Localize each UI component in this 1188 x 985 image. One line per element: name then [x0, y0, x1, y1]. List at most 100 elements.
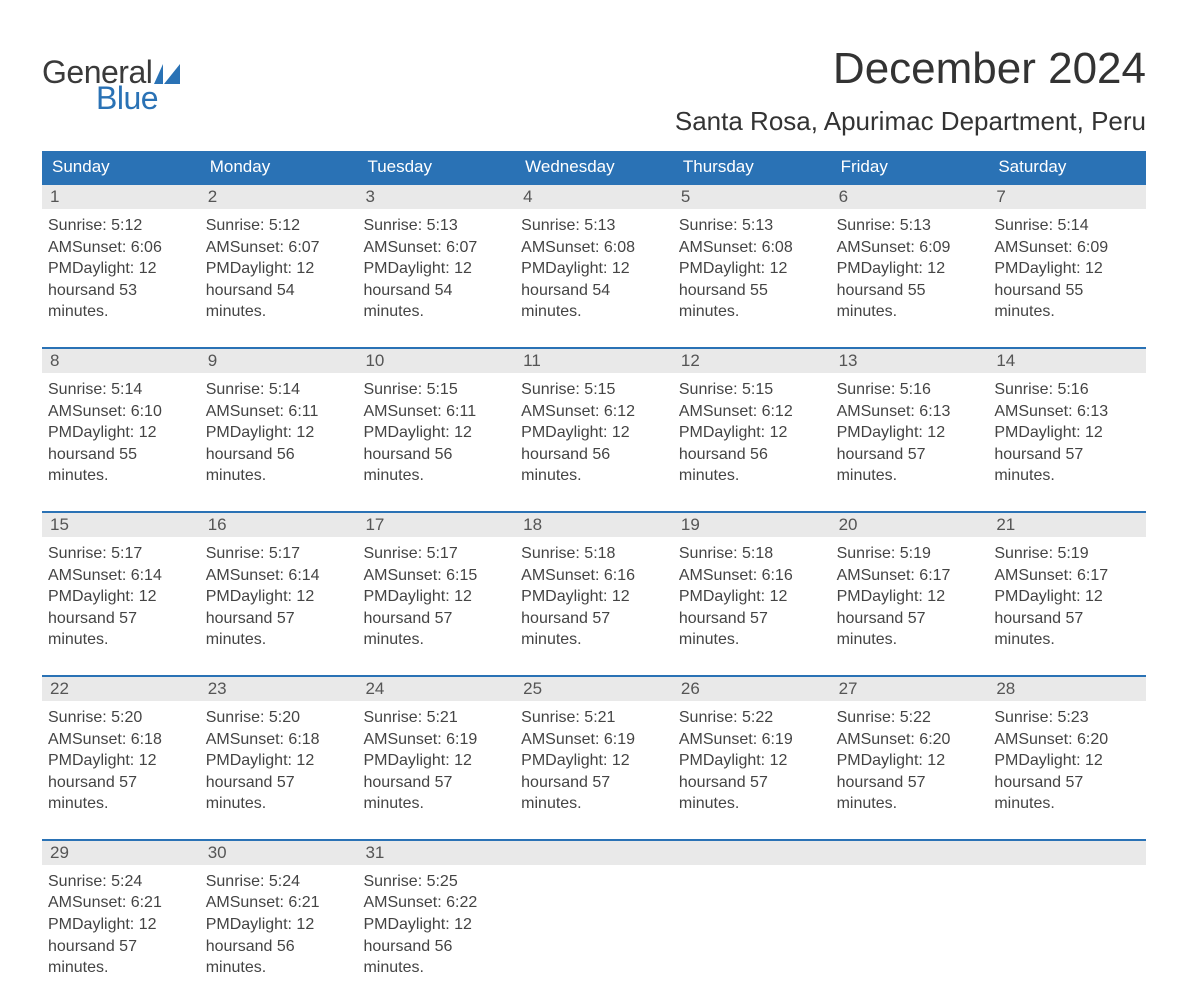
day-cell: Sunrise: 5:20 AMSunset: 6:18 PMDaylight:… — [42, 701, 200, 821]
day-cell: Sunrise: 5:24 AMSunset: 6:21 PMDaylight:… — [200, 865, 358, 985]
day-number: 19 — [673, 513, 831, 537]
weekday-header: Saturday — [988, 151, 1146, 183]
day-number: 31 — [357, 841, 515, 865]
day-cell: Sunrise: 5:15 AMSunset: 6:12 PMDaylight:… — [515, 373, 673, 493]
day-cell: Sunrise: 5:22 AMSunset: 6:19 PMDaylight:… — [673, 701, 831, 821]
calendar-week: 891011121314Sunrise: 5:14 AMSunset: 6:10… — [42, 347, 1146, 493]
day-number: 14 — [988, 349, 1146, 373]
day-number: 24 — [357, 677, 515, 701]
calendar-week: 22232425262728Sunrise: 5:20 AMSunset: 6:… — [42, 675, 1146, 821]
title-block: December 2024 Santa Rosa, Apurimac Depar… — [675, 30, 1146, 137]
daybody-row: Sunrise: 5:20 AMSunset: 6:18 PMDaylight:… — [42, 701, 1146, 821]
day-cell: Sunrise: 5:13 AMSunset: 6:09 PMDaylight:… — [831, 209, 989, 329]
day-cell: Sunrise: 5:17 AMSunset: 6:14 PMDaylight:… — [42, 537, 200, 657]
day-cell: Sunrise: 5:14 AMSunset: 6:10 PMDaylight:… — [42, 373, 200, 493]
daybody-row: Sunrise: 5:24 AMSunset: 6:21 PMDaylight:… — [42, 865, 1146, 985]
day-cell: Sunrise: 5:24 AMSunset: 6:21 PMDaylight:… — [42, 865, 200, 985]
day-number: 9 — [200, 349, 358, 373]
day-number: 25 — [515, 677, 673, 701]
day-number: 1 — [42, 185, 200, 209]
day-number: 18 — [515, 513, 673, 537]
daynum-row: 293031 — [42, 841, 1146, 865]
day-cell: Sunrise: 5:21 AMSunset: 6:19 PMDaylight:… — [357, 701, 515, 821]
day-number: 7 — [988, 185, 1146, 209]
day-number: 13 — [831, 349, 989, 373]
daybody-row: Sunrise: 5:12 AMSunset: 6:06 PMDaylight:… — [42, 209, 1146, 329]
daybody-row: Sunrise: 5:14 AMSunset: 6:10 PMDaylight:… — [42, 373, 1146, 493]
day-cell: Sunrise: 5:14 AMSunset: 6:09 PMDaylight:… — [988, 209, 1146, 329]
day-cell: Sunrise: 5:17 AMSunset: 6:14 PMDaylight:… — [200, 537, 358, 657]
day-cell: Sunrise: 5:25 AMSunset: 6:22 PMDaylight:… — [357, 865, 515, 985]
daybody-row: Sunrise: 5:17 AMSunset: 6:14 PMDaylight:… — [42, 537, 1146, 657]
day-number: 8 — [42, 349, 200, 373]
day-cell: Sunrise: 5:12 AMSunset: 6:07 PMDaylight:… — [200, 209, 358, 329]
logo-word-blue: Blue — [96, 82, 180, 114]
day-cell: Sunrise: 5:16 AMSunset: 6:13 PMDaylight:… — [831, 373, 989, 493]
day-number: 4 — [515, 185, 673, 209]
day-cell: Sunrise: 5:23 AMSunset: 6:20 PMDaylight:… — [988, 701, 1146, 821]
day-cell: Sunrise: 5:13 AMSunset: 6:08 PMDaylight:… — [673, 209, 831, 329]
day-cell — [515, 865, 673, 985]
day-number — [988, 841, 1146, 865]
day-cell: Sunrise: 5:16 AMSunset: 6:13 PMDaylight:… — [988, 373, 1146, 493]
day-cell: Sunrise: 5:12 AMSunset: 6:06 PMDaylight:… — [42, 209, 200, 329]
day-cell: Sunrise: 5:19 AMSunset: 6:17 PMDaylight:… — [831, 537, 989, 657]
weekday-header: Sunday — [42, 151, 200, 183]
day-cell: Sunrise: 5:18 AMSunset: 6:16 PMDaylight:… — [673, 537, 831, 657]
weekday-header: Friday — [831, 151, 989, 183]
daynum-row: 891011121314 — [42, 349, 1146, 373]
day-cell: Sunrise: 5:15 AMSunset: 6:11 PMDaylight:… — [357, 373, 515, 493]
brand-logo: General Blue — [42, 30, 180, 114]
day-number: 21 — [988, 513, 1146, 537]
day-number: 27 — [831, 677, 989, 701]
day-number: 30 — [200, 841, 358, 865]
day-number: 11 — [515, 349, 673, 373]
day-number: 16 — [200, 513, 358, 537]
calendar-week: 15161718192021Sunrise: 5:17 AMSunset: 6:… — [42, 511, 1146, 657]
month-title: December 2024 — [675, 44, 1146, 94]
day-number: 17 — [357, 513, 515, 537]
day-number: 12 — [673, 349, 831, 373]
day-number: 22 — [42, 677, 200, 701]
day-number: 3 — [357, 185, 515, 209]
day-cell: Sunrise: 5:13 AMSunset: 6:08 PMDaylight:… — [515, 209, 673, 329]
day-number: 15 — [42, 513, 200, 537]
logo-flag-icon — [154, 64, 180, 84]
day-cell: Sunrise: 5:19 AMSunset: 6:17 PMDaylight:… — [988, 537, 1146, 657]
calendar: Sunday Monday Tuesday Wednesday Thursday… — [42, 151, 1146, 985]
day-cell — [831, 865, 989, 985]
day-number: 28 — [988, 677, 1146, 701]
weekday-header: Monday — [200, 151, 358, 183]
location-subtitle: Santa Rosa, Apurimac Department, Peru — [675, 106, 1146, 137]
day-cell — [988, 865, 1146, 985]
weekday-header: Wednesday — [515, 151, 673, 183]
daynum-row: 1234567 — [42, 185, 1146, 209]
day-cell: Sunrise: 5:20 AMSunset: 6:18 PMDaylight:… — [200, 701, 358, 821]
day-number: 20 — [831, 513, 989, 537]
daynum-row: 22232425262728 — [42, 677, 1146, 701]
day-number: 29 — [42, 841, 200, 865]
day-number: 5 — [673, 185, 831, 209]
weekday-header-row: Sunday Monday Tuesday Wednesday Thursday… — [42, 151, 1146, 183]
day-cell: Sunrise: 5:18 AMSunset: 6:16 PMDaylight:… — [515, 537, 673, 657]
day-cell: Sunrise: 5:13 AMSunset: 6:07 PMDaylight:… — [357, 209, 515, 329]
day-number: 23 — [200, 677, 358, 701]
day-cell: Sunrise: 5:22 AMSunset: 6:20 PMDaylight:… — [831, 701, 989, 821]
calendar-week: 1234567Sunrise: 5:12 AMSunset: 6:06 PMDa… — [42, 183, 1146, 329]
weekday-header: Tuesday — [357, 151, 515, 183]
day-number: 26 — [673, 677, 831, 701]
day-cell: Sunrise: 5:15 AMSunset: 6:12 PMDaylight:… — [673, 373, 831, 493]
day-number: 6 — [831, 185, 989, 209]
day-cell: Sunrise: 5:21 AMSunset: 6:19 PMDaylight:… — [515, 701, 673, 821]
day-number — [831, 841, 989, 865]
day-number — [673, 841, 831, 865]
calendar-week: 293031 Sunrise: 5:24 AMSunset: 6:21 PMDa… — [42, 839, 1146, 985]
weekday-header: Thursday — [673, 151, 831, 183]
day-number: 2 — [200, 185, 358, 209]
daynum-row: 15161718192021 — [42, 513, 1146, 537]
day-number: 10 — [357, 349, 515, 373]
header: General Blue December 2024 Santa Rosa, A… — [42, 30, 1146, 137]
day-cell: Sunrise: 5:14 AMSunset: 6:11 PMDaylight:… — [200, 373, 358, 493]
day-cell: Sunrise: 5:17 AMSunset: 6:15 PMDaylight:… — [357, 537, 515, 657]
day-number — [515, 841, 673, 865]
